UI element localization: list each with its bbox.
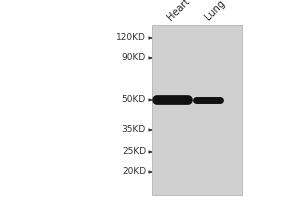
Text: 35KD: 35KD xyxy=(122,126,146,134)
Text: 90KD: 90KD xyxy=(122,53,146,62)
Bar xyxy=(152,25,242,195)
Text: 50KD: 50KD xyxy=(122,96,146,104)
Text: Lung: Lung xyxy=(203,0,227,22)
Text: Heart: Heart xyxy=(165,0,191,22)
Text: 25KD: 25KD xyxy=(122,148,146,156)
Text: 20KD: 20KD xyxy=(122,168,146,176)
Text: 120KD: 120KD xyxy=(116,33,146,43)
